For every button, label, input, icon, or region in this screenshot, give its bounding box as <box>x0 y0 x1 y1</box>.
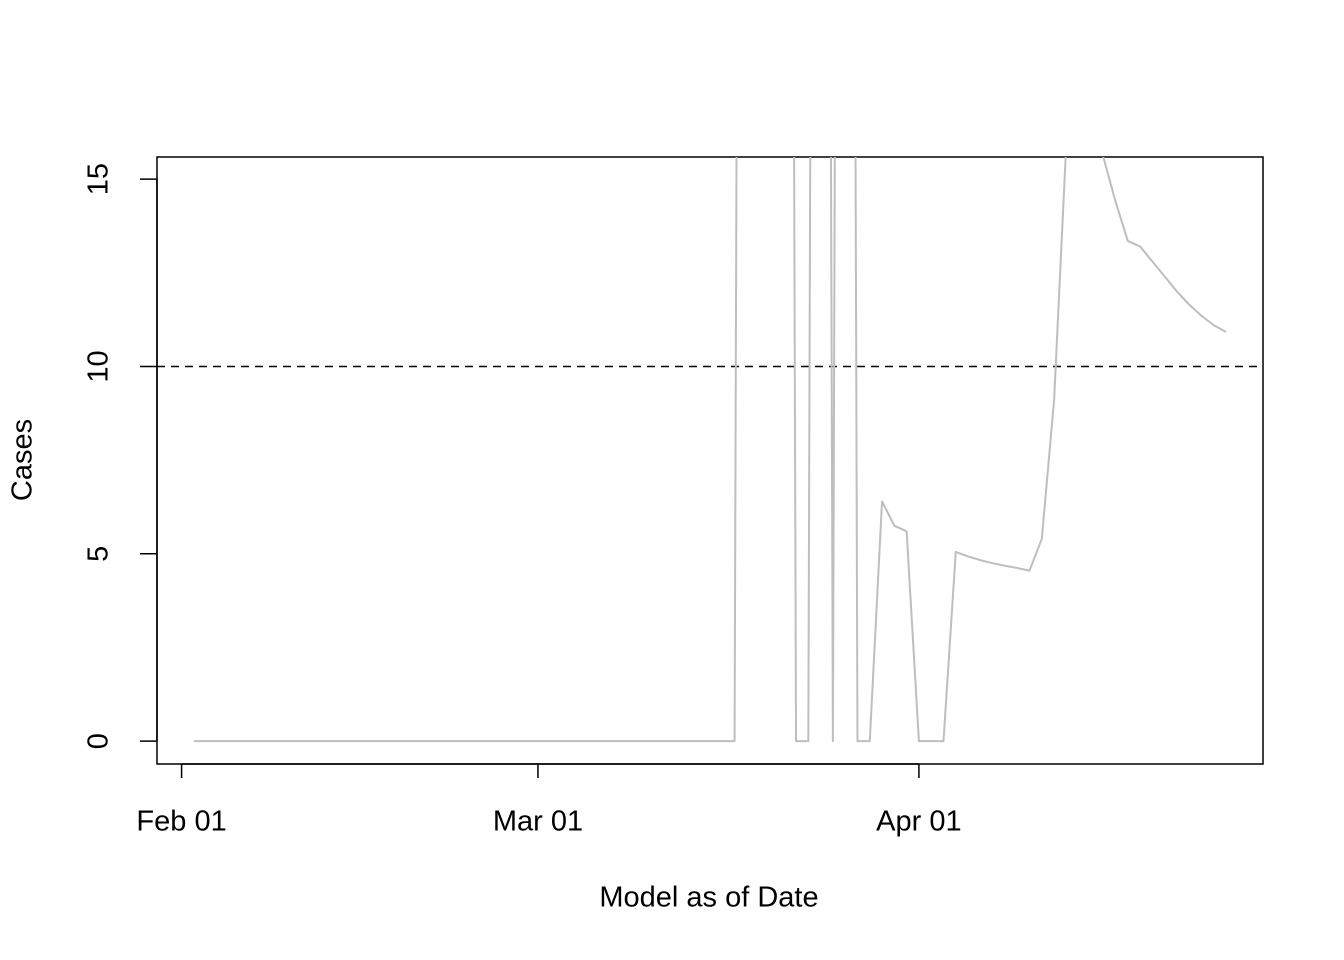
plot-area <box>193 157 1227 743</box>
x-tick-label: Feb 01 <box>136 806 226 838</box>
y-tick-label: 10 <box>83 350 115 382</box>
x-axis-title: Model as of Date <box>599 882 818 914</box>
data-line <box>193 157 1227 743</box>
y-axis-title: Cases <box>7 419 39 501</box>
x-tick-label: Mar 01 <box>493 806 583 838</box>
y-tick-label: 15 <box>83 163 115 195</box>
y-tick-label: 0 <box>83 733 115 749</box>
x-tick-label: Apr 01 <box>876 806 961 838</box>
plot-frame <box>156 156 1264 765</box>
y-tick-label: 5 <box>83 546 115 562</box>
